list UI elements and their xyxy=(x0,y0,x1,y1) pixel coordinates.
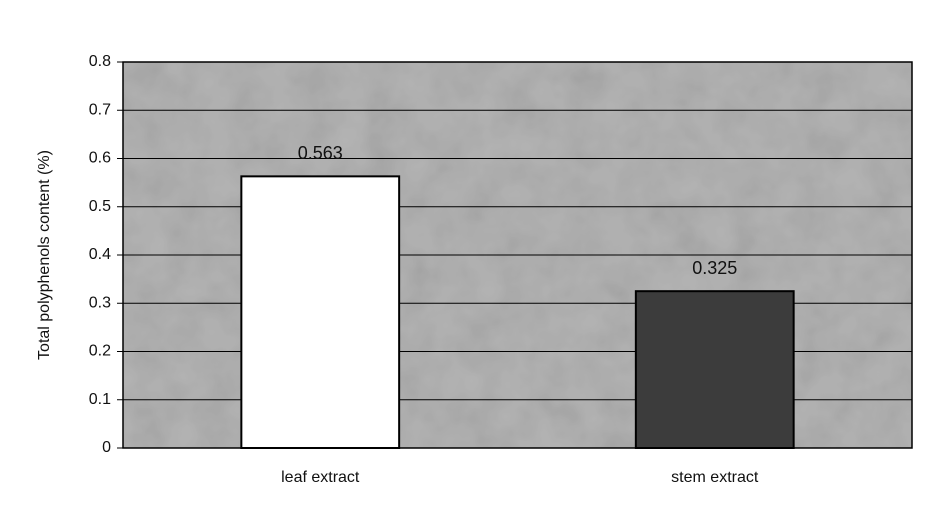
data-label: 0.325 xyxy=(692,258,737,278)
y-axis-title: Total polyphenols content (%) xyxy=(36,150,53,360)
bar xyxy=(634,290,795,449)
y-tick-label: 0.6 xyxy=(89,150,111,167)
y-tick-label: 0.2 xyxy=(89,343,111,360)
x-tick-label: stem extract xyxy=(671,469,759,486)
y-tick-label: 0.8 xyxy=(89,53,111,70)
y-tick-label: 0.4 xyxy=(89,246,111,263)
x-tick-label: leaf extract xyxy=(281,469,360,486)
y-tick-label: 0 xyxy=(102,439,111,456)
y-tick-label: 0.7 xyxy=(89,101,111,118)
y-tick-label: 0.5 xyxy=(89,198,111,215)
y-tick-label: 0.3 xyxy=(89,294,111,311)
plot-border xyxy=(122,61,913,449)
bar xyxy=(240,175,401,449)
data-label: 0.563 xyxy=(298,143,343,163)
y-tick-label: 0.1 xyxy=(89,391,111,408)
